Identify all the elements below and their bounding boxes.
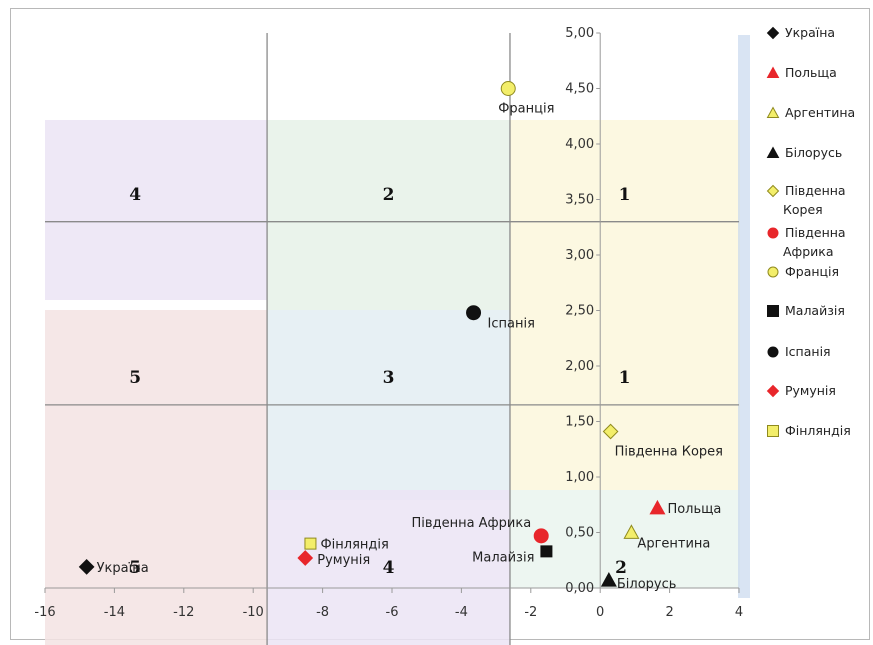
zone-label: 5 xyxy=(129,558,141,578)
zone-label: 5 xyxy=(129,368,141,388)
y-tick-label: 5,00 xyxy=(565,26,594,41)
y-tick-label: 0,50 xyxy=(565,526,594,541)
legend-marker xyxy=(766,384,780,398)
legend-marker xyxy=(766,146,780,158)
legend-label: Румунія xyxy=(785,383,836,398)
legend-label: Аргентина xyxy=(785,105,855,120)
y-tick-label: 4,50 xyxy=(565,82,594,97)
zone-label: 1 xyxy=(619,185,631,205)
data-point xyxy=(297,550,314,566)
legend-marker xyxy=(766,26,780,40)
y-tick-label: 1,50 xyxy=(565,415,594,430)
data-point xyxy=(304,537,317,550)
x-tick-label: -6 xyxy=(386,605,399,620)
legend-marker xyxy=(767,346,779,358)
data-point xyxy=(500,81,516,96)
point-label: Фінляндія xyxy=(320,538,388,553)
point-label: Іспанія xyxy=(488,317,535,332)
zone-label: 2 xyxy=(615,558,627,578)
point-label: Південна Африка xyxy=(412,516,532,531)
zone-rect xyxy=(510,120,740,490)
point-label: Малайзія xyxy=(472,550,534,565)
x-tick-label: -14 xyxy=(104,605,125,620)
legend-label: Малайзія xyxy=(785,303,845,318)
zone-label: 4 xyxy=(383,558,395,578)
legend-marker xyxy=(766,66,780,78)
data-point xyxy=(78,559,95,575)
point-label: Польща xyxy=(667,502,721,517)
x-tick-label: 4 xyxy=(735,605,743,620)
legend-marker xyxy=(767,305,779,317)
zone-labels: 4 2 1 5 3 1 5 4 2 xyxy=(129,185,630,578)
zone-label: 2 xyxy=(383,185,395,205)
zone-edge xyxy=(738,35,750,598)
zone-label: 3 xyxy=(383,368,395,388)
point-label: Румунія xyxy=(317,553,370,568)
data-point xyxy=(649,499,666,515)
zone-label: 4 xyxy=(129,185,141,205)
legend-label: Південна Африка xyxy=(783,225,846,259)
y-tick-label: 2,50 xyxy=(565,304,594,319)
legend-label: Україна xyxy=(785,25,835,40)
x-tick-label: -4 xyxy=(455,605,468,620)
point-labels: Україна Польща Аргентина Білорусь Південна К… xyxy=(97,102,723,593)
legend-label: Білорусь xyxy=(785,145,842,160)
data-point xyxy=(533,528,549,544)
legend-label: Франція xyxy=(785,264,839,279)
x-tick-label: -10 xyxy=(243,605,264,620)
point-label: Франція xyxy=(498,102,554,117)
point-label: Аргентина xyxy=(637,537,710,552)
legend-label: Фінляндія xyxy=(785,423,851,438)
zone-rect xyxy=(267,490,510,645)
background-zones xyxy=(45,35,750,645)
legend-marker xyxy=(767,266,779,278)
point-label: Білорусь xyxy=(617,577,677,592)
data-point xyxy=(540,545,553,558)
legend-label: Південна Корея xyxy=(783,183,846,217)
point-label: Південна Корея xyxy=(615,444,723,459)
y-tick-label: 3,50 xyxy=(565,193,594,208)
x-tick-label: 2 xyxy=(665,605,673,620)
zone-rect xyxy=(510,490,740,588)
zone-dividers xyxy=(45,33,739,645)
legend-marker xyxy=(767,227,779,239)
legend-marker xyxy=(766,106,780,118)
data-point xyxy=(600,572,617,587)
data-point xyxy=(466,305,482,321)
zone-rect xyxy=(45,120,267,300)
data-point xyxy=(623,524,640,539)
x-tick-label: -16 xyxy=(34,605,55,620)
point-label: Україна xyxy=(97,561,149,576)
legend-marker xyxy=(766,184,780,198)
data-points xyxy=(78,81,666,587)
x-tick-label: -12 xyxy=(173,605,194,620)
legend-label: Іспанія xyxy=(785,344,831,359)
y-tick-label: 4,00 xyxy=(565,137,594,152)
y-tick-label: 2,00 xyxy=(565,359,594,374)
x-tick-label: -2 xyxy=(524,605,537,620)
zone-label: 1 xyxy=(619,368,631,388)
x-tick-label: 0 xyxy=(596,605,604,620)
legend-marker xyxy=(767,425,779,437)
axes: 0,00 0,50 1,00 1,50 2,00 2,50 3,00 3,50 4,00 4,50… xyxy=(34,26,743,620)
legend: Україна Польща Аргентина Білорусь Південна Ко… xyxy=(766,25,855,438)
x-tick-label: -8 xyxy=(316,605,329,620)
y-tick-label: 3,00 xyxy=(565,248,594,263)
legend-label: Польща xyxy=(785,65,837,80)
y-tick-label: 1,00 xyxy=(565,470,594,485)
y-tick-label: 0,00 xyxy=(565,581,594,596)
data-point xyxy=(602,423,619,440)
zone-rect xyxy=(45,310,267,645)
